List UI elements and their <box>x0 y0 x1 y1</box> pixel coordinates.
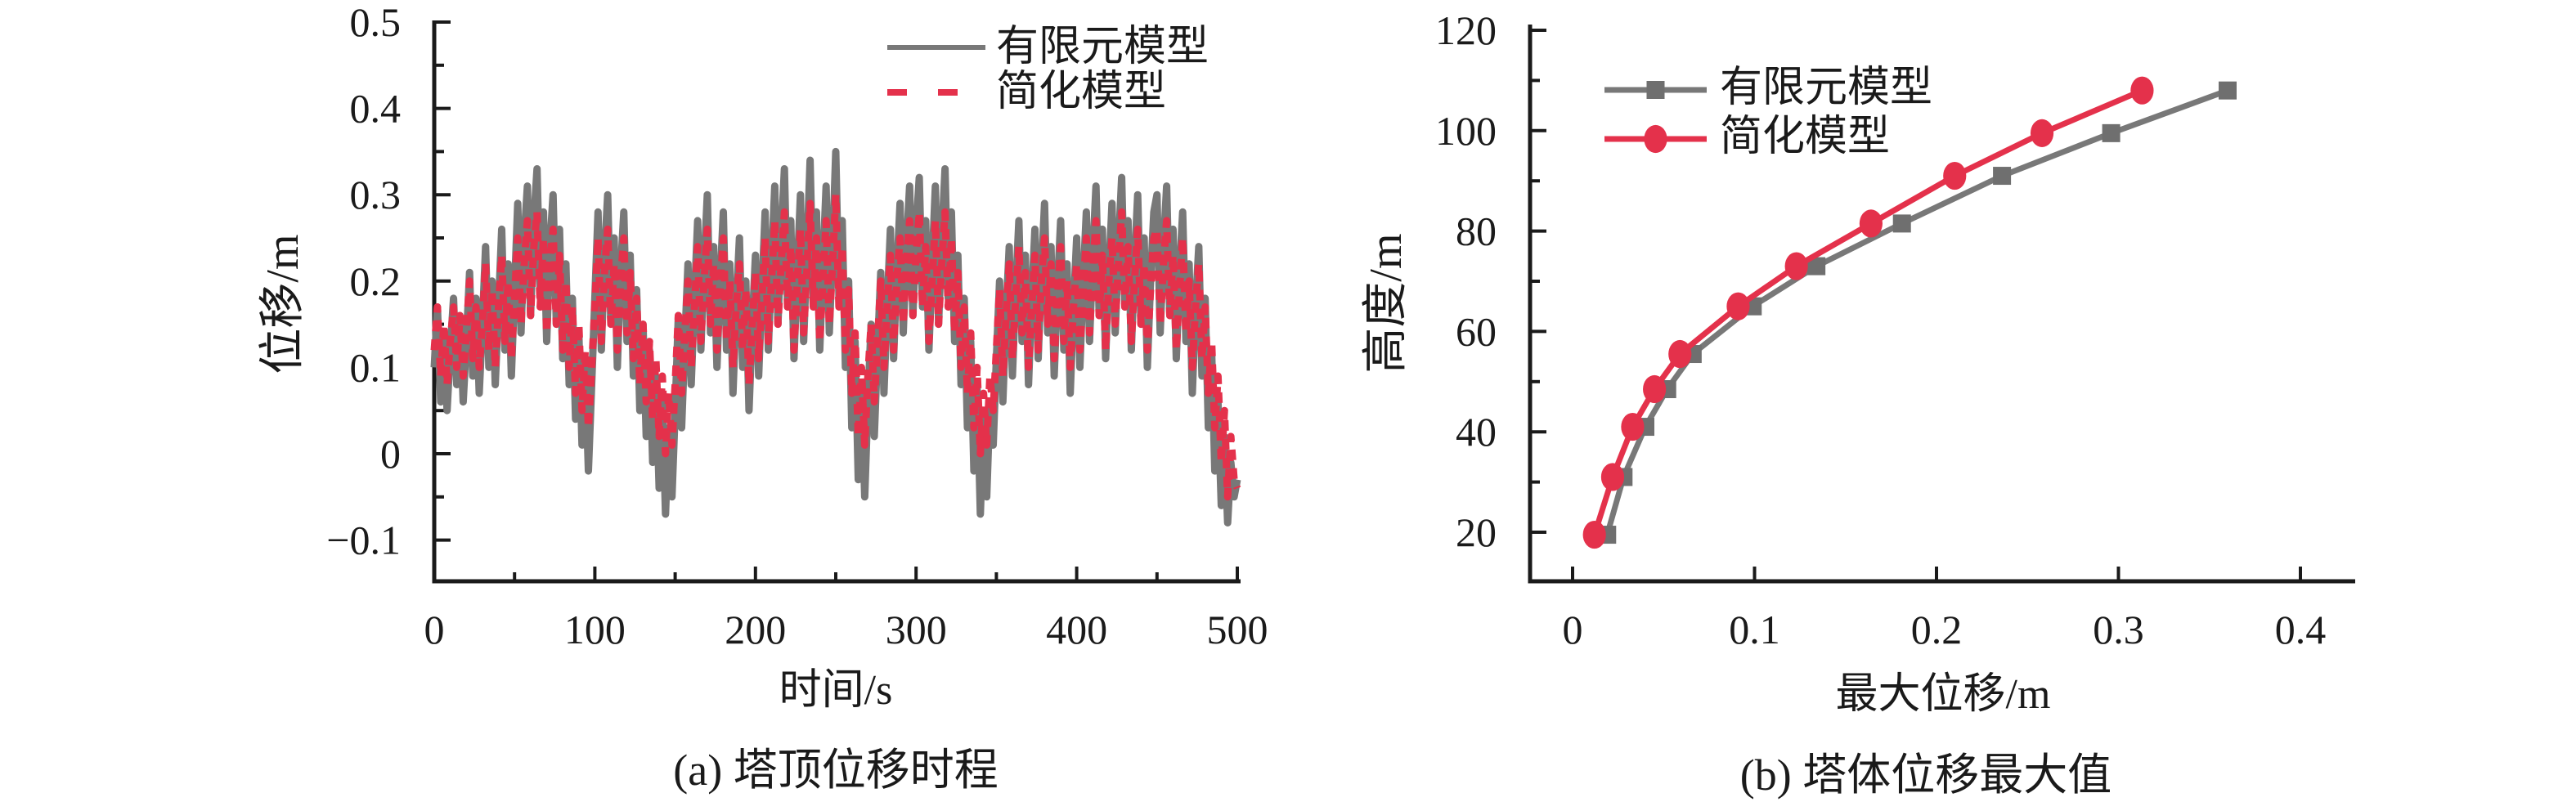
chart-a-legend-label-fem: 有限元模型 <box>996 24 1209 70</box>
chart-b-series-simplified-marker <box>1726 292 1750 320</box>
chart-b-series-simplified-marker <box>2130 76 2154 105</box>
y-tick-label: 0.5 <box>350 0 402 45</box>
chart-b-series-fem-marker <box>2102 123 2120 142</box>
chart-a-y-axis-label: 位移/m <box>258 234 308 374</box>
chart-b-legend-marker-simplified <box>1644 124 1667 154</box>
chart-a-x-axis-label: 时间/s <box>779 667 893 714</box>
x-tick-label: 0.3 <box>2093 607 2144 652</box>
chart-b-caption: (b) 塔体位移最大值 <box>1739 751 2112 800</box>
y-tick-label: 40 <box>1456 409 1497 455</box>
y-tick-label: 60 <box>1456 308 1497 354</box>
x-tick-label: 400 <box>1046 607 1107 652</box>
chart-b-series-fem-marker <box>1993 167 2012 186</box>
x-tick-label: 200 <box>725 607 786 652</box>
y-tick-label: 100 <box>1435 108 1497 154</box>
x-tick-label: 0.2 <box>1911 607 1963 652</box>
chart-b-series-simplified-marker <box>1643 374 1667 404</box>
x-tick-label: 500 <box>1207 607 1268 652</box>
y-tick-label: 20 <box>1456 509 1497 555</box>
chart-b-series-fem-marker <box>2219 81 2237 100</box>
x-tick-label: 300 <box>886 607 947 652</box>
chart-b-legend-label-fem: 有限元模型 <box>1720 65 1933 111</box>
y-tick-label: 0 <box>380 431 401 477</box>
chart-b-series-simplified-marker <box>1582 520 1606 549</box>
y-tick-label: −0.1 <box>326 518 401 563</box>
chart-b-series-simplified-marker <box>1600 463 1625 491</box>
x-tick-label: 0 <box>424 607 445 652</box>
y-tick-label: 120 <box>1435 7 1497 53</box>
chart-b-series-simplified-marker <box>1668 339 1692 369</box>
chart-b-series-fem-marker <box>1892 214 1911 233</box>
x-tick-label: 0 <box>1563 607 1583 652</box>
chart-b-series-simplified-marker <box>1784 252 1808 280</box>
chart-a-legend-label-simplified: 简化模型 <box>996 69 1167 115</box>
chart-b-series-fem-line <box>1604 87 2229 536</box>
chart-b-series-simplified-marker <box>1943 161 1967 190</box>
y-tick-label: 0.4 <box>350 86 402 132</box>
chart-b-legend-label-simplified: 简化模型 <box>1720 114 1891 160</box>
x-tick-label: 0.1 <box>1729 607 1780 652</box>
chart-b-series-simplified-marker <box>1621 412 1645 441</box>
chart-b-legend-marker-fem <box>1646 81 1665 99</box>
chart-b-x-axis-label: 最大位移/m <box>1835 671 2051 718</box>
chart-b-series-simplified-marker <box>1859 209 1883 238</box>
chart-b-y-axis-label: 高度/m <box>1361 233 1411 374</box>
y-tick-label: 0.3 <box>350 172 402 217</box>
chart-a-caption: (a) 塔顶位移时程 <box>673 746 999 795</box>
chart-b-series-fem-marker <box>1807 257 1826 276</box>
chart-a-series-simplified-line <box>430 190 1241 501</box>
y-tick-label: 0.2 <box>350 258 402 304</box>
chart-b-series-simplified-marker <box>2030 119 2054 147</box>
y-tick-label: 80 <box>1456 208 1497 254</box>
y-tick-label: 0.1 <box>350 344 402 390</box>
x-tick-label: 100 <box>564 607 626 652</box>
x-tick-label: 0.4 <box>2275 607 2327 652</box>
